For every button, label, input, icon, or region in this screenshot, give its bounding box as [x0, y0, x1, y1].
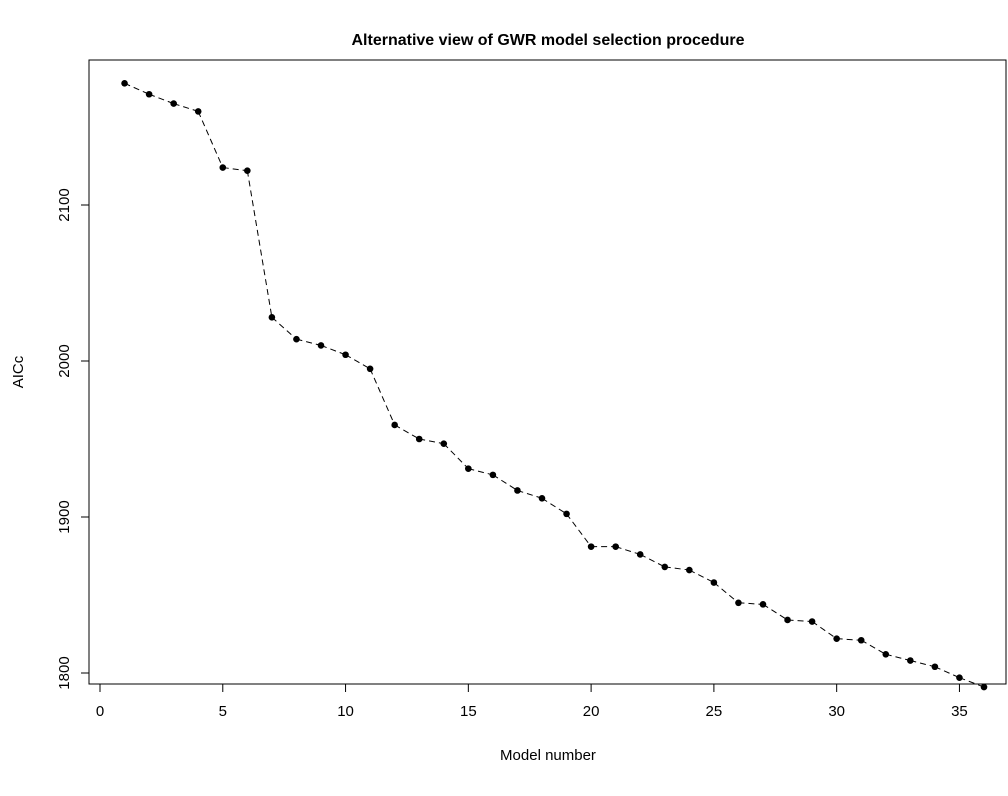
series-line-segment [860, 639, 887, 655]
series-line-segment [296, 338, 322, 346]
data-point [121, 80, 128, 87]
data-point [710, 579, 718, 586]
y-tick-label: 2000 [56, 344, 73, 377]
series-line-segment [517, 490, 543, 499]
series-line-segment [959, 677, 985, 688]
x-axis-label: Model number [500, 747, 596, 764]
x-tick-label: 30 [828, 703, 845, 720]
data-point [931, 663, 939, 671]
chart-title: Alternative view of GWR model selection … [352, 32, 745, 49]
data-point [415, 435, 423, 443]
plot-frame [88, 59, 1007, 685]
series-line-segment [246, 170, 273, 318]
x-tick-label: 5 [219, 703, 227, 720]
series-line-segment [197, 111, 224, 168]
x-tick-label: 0 [96, 703, 104, 720]
series-line-group [124, 82, 985, 688]
series-line-segment [394, 424, 420, 440]
data-point [293, 335, 300, 343]
data-point [907, 657, 914, 664]
data-point [342, 351, 349, 359]
series-line-segment [345, 354, 371, 370]
data-point [391, 421, 398, 429]
data-point [980, 683, 988, 691]
series-points-group [121, 80, 988, 691]
data-point [514, 487, 521, 494]
y-axis-label: AICc [10, 355, 27, 388]
x-tick-label: 25 [706, 703, 723, 720]
y-tick-label: 1900 [56, 500, 73, 533]
series-line-segment [689, 569, 715, 583]
y-axis: 1800 1900 2000 2100 [56, 188, 90, 690]
data-point [808, 618, 816, 625]
x-tick-label: 20 [583, 703, 600, 720]
data-point [465, 465, 472, 472]
series-line-segment [566, 513, 592, 547]
data-point [563, 510, 570, 518]
series-line-segment [910, 660, 936, 668]
data-point [857, 636, 865, 644]
series-line-segment [222, 167, 248, 172]
series-line-segment [271, 316, 297, 340]
series-line-segment [443, 443, 469, 469]
x-tick-label: 10 [337, 703, 354, 720]
series-line-segment [419, 438, 444, 445]
series-line-segment [934, 666, 960, 679]
series-line-segment [541, 497, 567, 515]
series-line-segment [713, 582, 739, 604]
series-line-segment [148, 93, 174, 105]
y-tick-label: 1800 [56, 656, 73, 689]
series-line-segment [124, 82, 150, 95]
data-point [686, 566, 693, 574]
data-point [244, 167, 251, 174]
x-tick-label: 35 [951, 703, 968, 720]
series-line-segment [811, 621, 837, 640]
series-line-segment [615, 546, 641, 555]
data-point [735, 599, 742, 607]
y-tick-label: 2100 [56, 188, 73, 221]
series-line-segment [664, 566, 690, 571]
series-line-segment [173, 103, 199, 112]
series-line-segment [762, 603, 788, 621]
data-point [145, 90, 153, 98]
data-point [661, 563, 669, 571]
series-line-segment [320, 344, 346, 356]
data-point [956, 674, 963, 681]
series-line-segment [787, 619, 813, 623]
x-tick-label: 15 [460, 703, 477, 720]
data-point [317, 342, 325, 349]
data-point [636, 551, 644, 558]
data-point [170, 100, 177, 107]
data-point [268, 314, 276, 321]
data-point [489, 471, 497, 479]
data-point [784, 616, 791, 624]
series-line-segment [836, 638, 862, 641]
data-point [833, 635, 840, 642]
data-point [759, 601, 767, 608]
series-line-segment [738, 602, 764, 605]
data-point [219, 164, 227, 171]
data-point [612, 543, 619, 550]
data-point [538, 494, 546, 502]
series-line-segment [369, 368, 396, 426]
series-line-segment [885, 653, 911, 662]
x-axis: 0 5 10 15 20 25 30 35 [96, 683, 968, 720]
data-point [882, 650, 890, 658]
series-line-segment [639, 553, 666, 568]
data-point [587, 543, 595, 550]
data-point [194, 108, 202, 115]
series-line-segment [492, 474, 518, 491]
series-line-segment [468, 468, 494, 476]
data-point [366, 365, 374, 373]
data-point [440, 440, 448, 447]
